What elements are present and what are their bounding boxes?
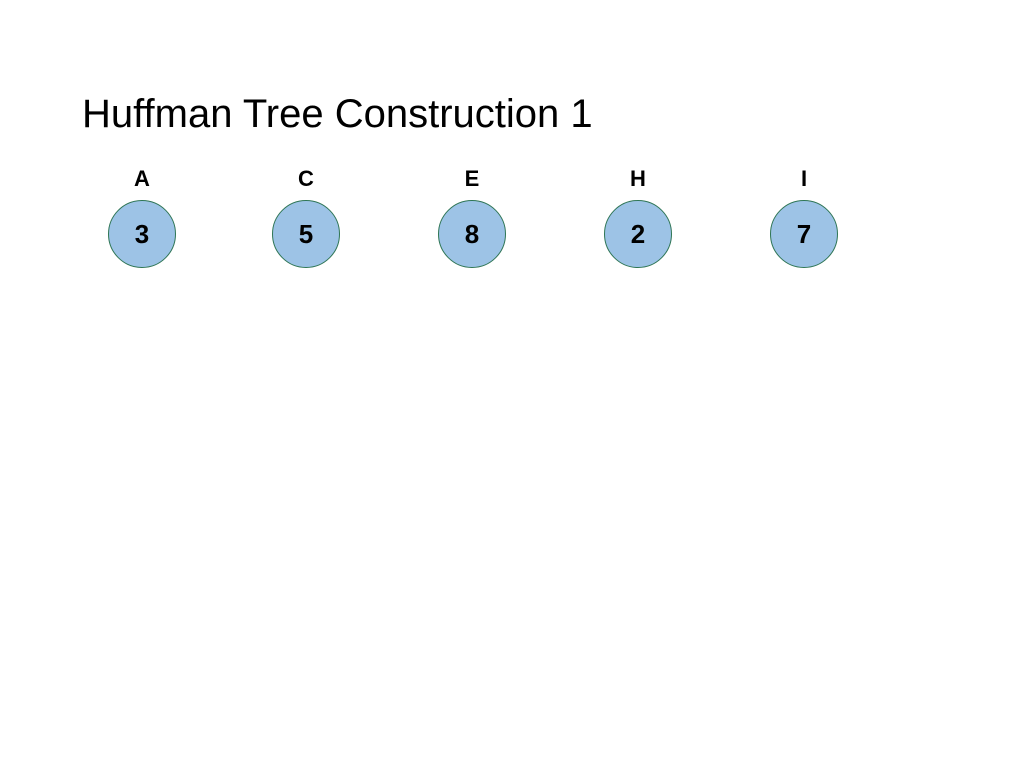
node-value: 5 xyxy=(299,219,313,250)
node-label: H xyxy=(630,166,646,192)
node-value: 3 xyxy=(135,219,149,250)
node-label: I xyxy=(801,166,807,192)
node-circle: 2 xyxy=(604,200,672,268)
node-circle: 8 xyxy=(438,200,506,268)
tree-node: I7 xyxy=(770,166,838,268)
node-label: E xyxy=(465,166,480,192)
node-label: C xyxy=(298,166,314,192)
node-value: 2 xyxy=(631,219,645,250)
page-title: Huffman Tree Construction 1 xyxy=(82,92,593,137)
node-label: A xyxy=(134,166,150,192)
node-value: 8 xyxy=(465,219,479,250)
node-circle: 5 xyxy=(272,200,340,268)
node-circle: 7 xyxy=(770,200,838,268)
tree-node: H2 xyxy=(604,166,672,268)
tree-node: C5 xyxy=(272,166,340,268)
node-circle: 3 xyxy=(108,200,176,268)
node-value: 7 xyxy=(797,219,811,250)
tree-node: E8 xyxy=(438,166,506,268)
tree-node: A3 xyxy=(108,166,176,268)
